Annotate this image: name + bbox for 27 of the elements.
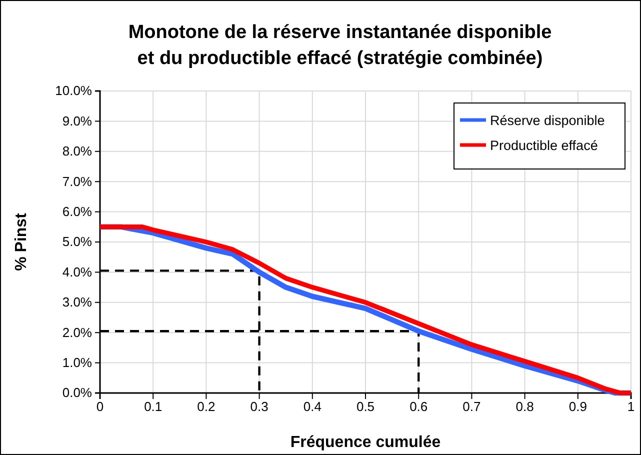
- x-tick-label: 0.9: [568, 399, 587, 414]
- x-axis-title: Fréquence cumulée: [290, 434, 441, 451]
- x-tick-label: 0.8: [516, 399, 534, 414]
- y-tick-label: 6.0%: [62, 204, 92, 219]
- y-tick-label: 2.0%: [62, 324, 92, 340]
- y-tick-label: 5.0%: [62, 234, 92, 250]
- y-tick-label: 3.0%: [62, 294, 92, 310]
- y-tick-label: 1.0%: [62, 354, 92, 370]
- y-tick-label: 0.0%: [62, 385, 92, 400]
- x-tick-label: 0.2: [197, 399, 216, 414]
- x-tick-label: 0: [96, 399, 104, 414]
- legend-label: Productible effacé: [490, 138, 598, 153]
- x-tick-label: 0.4: [303, 399, 322, 414]
- y-tick-label: 7.0%: [62, 174, 92, 189]
- legend-label: Réserve disponible: [490, 113, 605, 128]
- x-tick-label: 1: [627, 399, 635, 414]
- x-tick-label: 0.1: [144, 399, 162, 414]
- y-axis-title: % Pinst: [13, 212, 30, 271]
- x-tick-label: 0.7: [462, 399, 481, 414]
- y-tick-label: 8.0%: [62, 144, 92, 159]
- x-tick-label: 0.3: [250, 399, 268, 414]
- y-tick-label: 10.0%: [55, 83, 92, 98]
- x-tick-label: 0.6: [410, 399, 428, 414]
- chart-title: Monotone de la réserve instantanée disponible et du productible effacé (stratégie combinée): [128, 22, 552, 69]
- y-tick-label: 4.0%: [62, 264, 92, 280]
- y-tick-label: 9.0%: [62, 113, 92, 128]
- x-tick-label: 0.5: [356, 399, 375, 414]
